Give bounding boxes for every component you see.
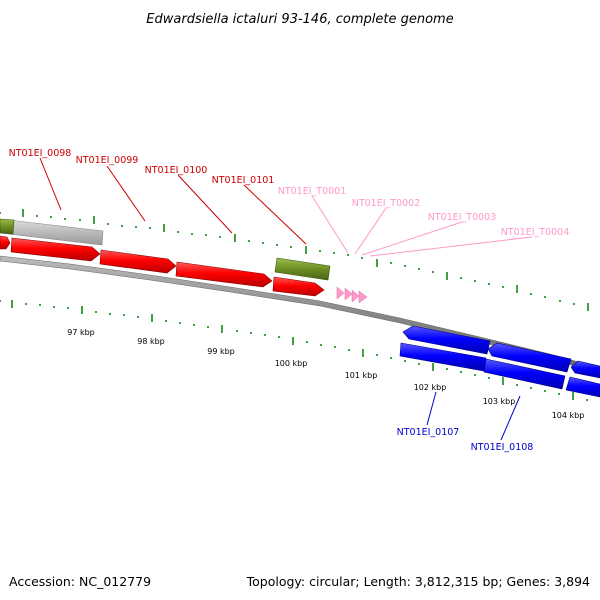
- label-NT01EI_0100[interactable]: NT01EI_0100: [145, 165, 208, 176]
- leader-NT01EI_0099: [106, 165, 146, 222]
- leader-NT01EI_T0001: [311, 195, 349, 254]
- trna-NT01EI_T0002[interactable]: [344, 287, 353, 301]
- outer-scale-ticks: [0, 209, 589, 311]
- gene-blue-edge-upper[interactable]: [570, 360, 600, 379]
- leader-NT01EI_0108: [500, 395, 521, 441]
- genome-backbone: [0, 255, 600, 374]
- reverse-strand-features: [399, 325, 600, 398]
- leader-NT01EI_0101: [243, 184, 307, 245]
- accession-text: Accession: NC_012779: [9, 574, 151, 589]
- trna-NT01EI_T0004[interactable]: [358, 290, 368, 304]
- label-NT01EI_T0002[interactable]: NT01EI_T0002: [352, 198, 421, 209]
- scale-label-104kbp: 104 kbp: [552, 411, 585, 420]
- trna-NT01EI_T0003[interactable]: [351, 289, 360, 303]
- forward-strand-features: [0, 218, 368, 304]
- label-NT01EI_0101[interactable]: NT01EI_0101: [212, 175, 275, 186]
- label-NT01EI_T0004[interactable]: NT01EI_T0004: [501, 227, 570, 238]
- topology-text: Topology: circular; Length: 3,812,315 bp…: [246, 574, 590, 589]
- gene-NT01EI_0099[interactable]: [99, 249, 177, 274]
- olive-feature-left[interactable]: [0, 218, 15, 235]
- gene-blue-edge-lower[interactable]: [565, 376, 600, 398]
- scale-label-98kbp: 98 kbp: [137, 337, 165, 346]
- inner-scale-ticks: [0, 300, 588, 401]
- label-leader-lines: [39, 157, 533, 441]
- gene-blue-lower-2[interactable]: [483, 358, 566, 390]
- label-NT01EI_T0003[interactable]: NT01EI_T0003: [428, 212, 497, 223]
- scale-label-99kbp: 99 kbp: [207, 347, 235, 356]
- leader-NT01EI_0100: [177, 174, 233, 234]
- scale-label-97kbp: 97 kbp: [67, 328, 95, 337]
- label-NT01EI_T0001[interactable]: NT01EI_T0001: [278, 186, 347, 197]
- gene-NT01EI_0108[interactable]: [487, 342, 572, 373]
- label-NT01EI_0108[interactable]: NT01EI_0108: [471, 442, 534, 453]
- scale-label-101kbp: 101 kbp: [345, 371, 378, 380]
- map-title: Edwardsiella ictaluri 93-146, complete g…: [146, 12, 453, 27]
- label-NT01EI_0098[interactable]: NT01EI_0098: [9, 148, 72, 159]
- leader-NT01EI_T0004: [369, 236, 533, 257]
- leader-NT01EI_T0003: [361, 221, 463, 256]
- leader-NT01EI_0107: [426, 391, 437, 426]
- leader-NT01EI_T0002: [354, 207, 387, 255]
- label-NT01EI_0099[interactable]: NT01EI_0099: [76, 155, 139, 166]
- trna-NT01EI_T0001[interactable]: [336, 286, 345, 300]
- leader-NT01EI_0098: [39, 157, 62, 211]
- gene-partial-left[interactable]: [0, 235, 11, 250]
- pseudogene-olive[interactable]: [274, 257, 331, 281]
- scale-label-103kbp: 103 kbp: [483, 397, 516, 406]
- gene-NT01EI_0107[interactable]: [402, 325, 491, 355]
- scale-labels: 97 kbp 98 kbp 99 kbp 100 kbp 101 kbp 102…: [67, 328, 584, 420]
- scale-label-102kbp: 102 kbp: [414, 383, 447, 392]
- gene-NT01EI_0100[interactable]: [175, 261, 273, 288]
- gene-NT01EI_0101[interactable]: [272, 276, 325, 297]
- label-NT01EI_0107[interactable]: NT01EI_0107: [397, 427, 460, 438]
- gene-labels: NT01EI_0098 NT01EI_0099 NT01EI_0100 NT01…: [9, 148, 570, 453]
- gene-NT01EI_0098[interactable]: [10, 237, 101, 262]
- grey-feature[interactable]: [0, 218, 104, 246]
- scale-label-100kbp: 100 kbp: [275, 359, 308, 368]
